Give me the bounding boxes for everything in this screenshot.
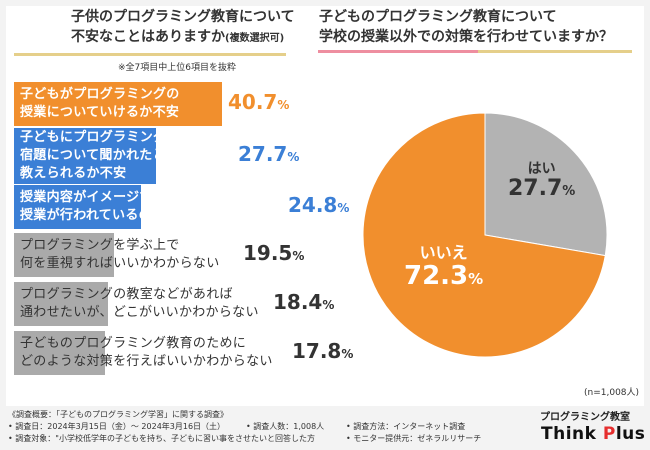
left-title-line1: 子供のプログラミング教育について xyxy=(71,9,295,25)
bar-value-unit: % xyxy=(341,347,354,361)
bar-value-1: 40.7% xyxy=(228,90,289,114)
pie-chart: はい 27.7% いいえ 72.3% xyxy=(360,110,610,360)
bar-5 xyxy=(14,282,108,326)
bar-1 xyxy=(14,82,222,126)
bar-label-line: プログラミングを学ぶ上で xyxy=(20,238,180,253)
bar-label-5: プログラミングの教室などがあれば通わせたいが、どこがいいかわからない xyxy=(20,286,259,322)
pie-label-yes-text: はい xyxy=(527,161,556,177)
pie-value-yes: 27.7 xyxy=(508,176,563,202)
bar-label-line: プログラミングの教室などがあれば xyxy=(20,287,233,302)
brand-logo: Think Plus xyxy=(541,424,645,444)
right-title-line1: 子どものプログラミング教育について xyxy=(319,9,557,25)
bar-3 xyxy=(14,185,141,229)
footer-title: 《調査概要：「子どものプログラミング学習」に関する調査》 xyxy=(8,410,228,419)
bar-value-number: 18.4 xyxy=(273,290,323,314)
brand-subtitle: プログラミング教室 xyxy=(540,412,630,423)
left-title-suffix: (複数選択可) xyxy=(225,33,285,44)
bar-value-unit: % xyxy=(322,298,335,312)
pie-label-yes: はい 27.7% xyxy=(508,161,576,202)
pie-unit-no: % xyxy=(468,269,484,288)
footer-target: • 調査対象："小学校低学年の子どもを持ち、子どもに習い事をさせたいと回答した方 xyxy=(8,434,315,443)
bar-label-line: 子どものプログラミング教育のために xyxy=(20,336,247,351)
bar-value-5: 18.4% xyxy=(273,290,334,314)
bar-label-line: 授業内容がイメージできず、どんな xyxy=(20,190,232,205)
bar-label-6: 子どものプログラミング教育のためにどのような対策を行えばいいかわからない xyxy=(20,335,273,371)
bar-value-number: 24.8 xyxy=(288,193,338,217)
left-title-underline xyxy=(14,53,286,56)
bar-label-3: 授業内容がイメージできず、どんな 授業が行われているのかわからない xyxy=(20,189,232,225)
bar-value-3: 24.8% xyxy=(288,193,349,217)
bar-label-2: 子どもにプログラミングの 宿題について聞かれたときに 教えられるか不安 xyxy=(20,129,193,183)
bar-label-line: 子どもにプログラミングの xyxy=(20,130,180,145)
right-title-underline-pink xyxy=(318,50,478,53)
bar-value-4: 19.5% xyxy=(243,241,304,265)
footer-survey-date: • 調査日：2024年3月15日（金）～ 2024年3月16日（土） xyxy=(8,422,226,431)
footer-method: • 調査方法：インターネット調査 xyxy=(346,422,466,431)
left-title-line2: 不安なことはありますか xyxy=(71,29,225,45)
bar-label-4: プログラミングを学ぶ上で何を重視すればいいかわからない xyxy=(20,237,220,273)
right-title-line2: 学校の授業以外での対策を行わせていますか？ xyxy=(319,29,613,45)
brand-name-b: lus xyxy=(615,424,646,444)
bar-value-number: 40.7 xyxy=(228,90,278,114)
brand-name-a: Think xyxy=(541,424,603,444)
pie-label-no-text: いいえ xyxy=(419,243,468,262)
bar-label-line: 宿題について聞かれたときに xyxy=(20,148,193,163)
footer-provider: • モニター提供元：ゼネラルリサーチ xyxy=(346,434,482,443)
bar-value-number: 27.7 xyxy=(238,142,288,166)
pie-svg xyxy=(362,112,608,358)
bar-value-unit: % xyxy=(292,249,305,263)
bar-label-line: 通わせたいが、どこがいいかわからない xyxy=(20,305,259,320)
bar-label-line: 教えられるか不安 xyxy=(20,166,127,181)
bar-value-unit: % xyxy=(337,201,350,215)
pie-value-no: 72.3 xyxy=(404,260,469,291)
right-chart-title: 子どものプログラミング教育について 学校の授業以外での対策を行わせていますか？ xyxy=(319,7,613,47)
bar-value-6: 17.8% xyxy=(292,339,353,363)
pie-label-no: いいえ 72.3% xyxy=(404,244,483,290)
sample-size-note: (n=1,008人) xyxy=(584,388,640,398)
brand-name-p: P xyxy=(602,424,616,444)
bar-2 xyxy=(14,128,156,184)
bar-value-unit: % xyxy=(277,98,290,112)
bar-label-1: 子どもがプログラミングの 授業についていけるか不安 xyxy=(20,86,180,122)
left-chart-title: 子供のプログラミング教育について 不安なことはありますか(複数選択可) xyxy=(71,7,295,49)
bar-label-line: 授業が行われているのかわからない xyxy=(20,208,232,223)
bar-label-line: どのような対策を行えばいいかわからない xyxy=(20,354,273,369)
bar-label-line: 子どもがプログラミングの xyxy=(20,87,180,102)
right-title-underline-gold xyxy=(478,50,632,53)
pie-unit-yes: % xyxy=(562,184,576,200)
bar-value-number: 17.8 xyxy=(292,339,342,363)
left-note: ※全7項目中上位6項目を抜粋 xyxy=(118,63,236,73)
bar-4 xyxy=(14,233,114,277)
bar-value-unit: % xyxy=(287,150,300,164)
bar-6 xyxy=(14,331,105,375)
pie-slice-yes xyxy=(484,112,608,257)
bar-value-2: 27.7% xyxy=(238,142,299,166)
bar-value-number: 19.5 xyxy=(243,241,293,265)
bar-label-line: 何を重視すればいいかわからない xyxy=(20,256,220,271)
footer-respondents: • 調査人数：1,008人 xyxy=(246,422,325,431)
bar-label-line: 授業についていけるか不安 xyxy=(20,105,180,120)
pie-slice-no xyxy=(362,112,606,358)
